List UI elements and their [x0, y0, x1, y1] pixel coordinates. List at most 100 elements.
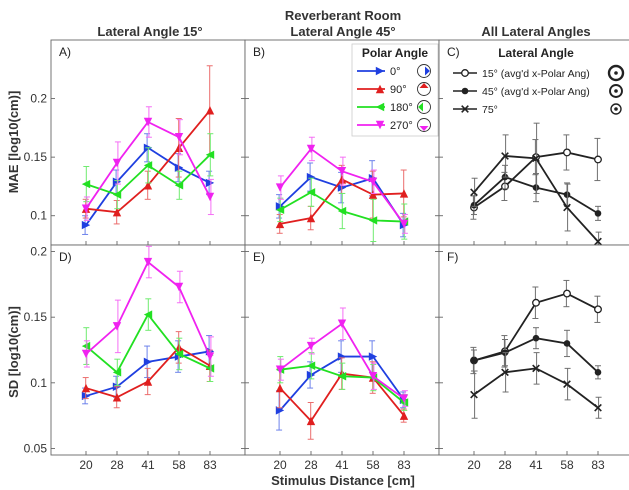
series-3 [81, 106, 215, 221]
legend-marker [461, 105, 469, 113]
data-point [143, 377, 153, 386]
data-point [532, 334, 540, 342]
data-point [174, 349, 184, 359]
y-tick-label: 0.1 [30, 209, 47, 223]
data-point [501, 368, 509, 377]
x-tick-label: 41 [529, 458, 543, 472]
x-tick-label: 20 [79, 458, 93, 472]
panel-frame [244, 244, 440, 456]
x-axis-label: Stimulus Distance [cm] [271, 473, 415, 488]
legend-marker [375, 84, 385, 94]
panel-letter: B) [253, 45, 265, 59]
data-point [81, 204, 91, 213]
data-point [368, 352, 378, 361]
data-point [594, 369, 602, 376]
data-point [205, 150, 215, 159]
data-point [112, 190, 122, 199]
x-tick-label: 58 [366, 458, 380, 472]
panel-b: B) [244, 39, 440, 246]
data-point [143, 161, 153, 170]
data-point [399, 219, 409, 229]
panel-d: D) 0.05 0.1 0.15 0.2 20 28 41 58 83 [24, 244, 246, 472]
panel-letter: E) [253, 250, 265, 264]
data-point [205, 192, 215, 202]
lateral-angle-center [614, 89, 618, 93]
data-point [532, 184, 540, 191]
data-point [594, 210, 602, 217]
head-direction-icon [417, 82, 431, 96]
x-tick-label: 83 [591, 458, 605, 472]
data-point [563, 340, 571, 347]
data-point [368, 372, 378, 381]
series-1 [470, 327, 602, 380]
y-tick-label: 0.15 [24, 150, 48, 164]
data-point [470, 357, 478, 364]
legend-marker [375, 102, 385, 112]
data-point [143, 357, 153, 367]
data-point [174, 282, 184, 292]
data-point [368, 177, 378, 186]
row-label-mae: MAE [log10(cm)] [6, 91, 21, 194]
direction-wedge [419, 126, 429, 131]
data-point [306, 416, 316, 426]
data-point [112, 368, 122, 377]
data-point [368, 190, 378, 199]
data-point [501, 152, 509, 160]
legend-title: Lateral Angle [498, 46, 574, 60]
column-title-3: All Lateral Angles [481, 24, 590, 39]
direction-wedge [418, 102, 423, 112]
data-point [81, 341, 91, 351]
series-3 [81, 245, 215, 377]
data-point [81, 179, 91, 189]
y-tick-label: 0.05 [24, 441, 48, 455]
lateral-angle-center [614, 71, 618, 75]
data-point [306, 213, 316, 223]
legend-polar-angle: Polar Angle 0° 90° 180° 270° [351, 43, 439, 137]
legend-label: 270° [390, 120, 413, 132]
data-point [306, 341, 316, 351]
data-point [143, 310, 153, 319]
data-point [81, 383, 91, 393]
column-title-1: Lateral Angle 15° [97, 24, 202, 39]
direction-wedge [425, 66, 430, 76]
data-point [337, 372, 347, 381]
data-point [532, 364, 540, 373]
x-tick-label: 20 [467, 458, 481, 472]
data-point [563, 289, 571, 298]
legend-title: Polar Angle [362, 46, 429, 60]
data-point [337, 352, 347, 361]
legend-marker [461, 69, 469, 77]
data-point [205, 178, 215, 188]
data-point [399, 189, 409, 198]
data-point [205, 352, 215, 361]
panel-f: F) 20 28 41 58 83 [438, 244, 629, 472]
panel-letter: D) [59, 250, 72, 264]
data-point [205, 106, 215, 115]
data-point [143, 181, 153, 190]
data-point [112, 322, 122, 331]
panel-letter: C) [447, 45, 460, 59]
data-point [532, 154, 540, 163]
x-tick-label: 28 [498, 458, 512, 472]
column-title-2: Lateral Angle 45° [290, 24, 395, 39]
direction-wedge [419, 83, 429, 88]
x-tick-label: 20 [273, 458, 287, 472]
data-point [594, 237, 602, 246]
x-tick-label: 58 [172, 458, 186, 472]
head-direction-icon [417, 118, 431, 132]
data-point [112, 393, 122, 402]
data-point [81, 220, 91, 230]
data-point [174, 133, 184, 142]
panel-frame [50, 244, 246, 456]
data-point [470, 390, 478, 399]
data-point [399, 394, 409, 403]
data-point [470, 201, 478, 209]
x-tick-label: 83 [203, 458, 217, 472]
x-tick-label: 41 [335, 458, 349, 472]
data-point [81, 349, 91, 359]
data-point [112, 158, 122, 168]
data-point [563, 380, 571, 388]
data-point [337, 319, 347, 328]
panel-a: A) 0.1 0.15 0.2 [24, 39, 246, 246]
